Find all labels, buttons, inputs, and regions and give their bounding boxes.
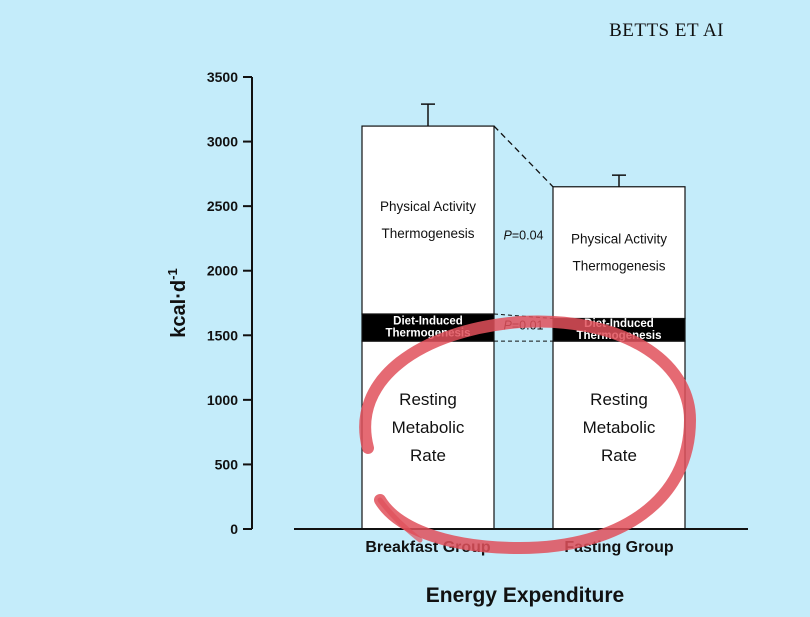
y-axis-title-sup: -1 [165, 268, 180, 280]
highlight-tail [377, 497, 423, 543]
segment-label-resting: Resting Metabolic Rate [583, 390, 656, 465]
y-axis-title-main: kcal·d [168, 280, 190, 338]
connector-dashed [493, 125, 554, 188]
highlight-circle-annotation [359, 315, 697, 555]
y-tick-label: 1500 [207, 327, 238, 343]
segment-label-line: Resting [590, 390, 648, 409]
y-axis-title: kcal·d-1 [165, 268, 190, 337]
y-tick-label: 1000 [207, 392, 238, 408]
bar-segment [552, 186, 686, 320]
y-tick-label: 2500 [207, 198, 238, 214]
segment-label-line: Thermogenesis [572, 259, 665, 274]
segment-label-resting: Resting Metabolic Rate [392, 390, 465, 465]
y-tick-label: 0 [230, 521, 238, 537]
segment-label-line: Metabolic [583, 418, 656, 437]
segment-label-line: Rate [410, 446, 446, 465]
y-tick-label: 500 [215, 456, 239, 472]
bar-segment [361, 125, 495, 315]
segment-label-activity: Physical Activity Thermogenesis [571, 232, 667, 274]
segment-label-line: Thermogenesis [381, 226, 474, 241]
y-tick-label: 2000 [207, 263, 238, 279]
x-axis-title: Energy Expenditure [426, 584, 624, 607]
segment-label-line: Metabolic [392, 418, 465, 437]
y-tick-label: 3000 [207, 134, 238, 150]
segment-label-line: Resting [399, 390, 457, 409]
y-tick-label: 3500 [207, 69, 238, 85]
segment-label-activity: Physical Activity Thermogenesis [380, 199, 476, 241]
header-text: BETTS ET AI [609, 20, 724, 41]
segment-label-line: Physical Activity [571, 232, 667, 247]
p-value-annotation: P=0.04 [504, 229, 544, 243]
p-value-symbol: P [504, 229, 513, 243]
segment-label-line: Diet-Induced [393, 316, 463, 328]
segment-label-line: Rate [601, 446, 637, 465]
p-value-number: =0.04 [512, 229, 544, 243]
segment-label-line: Physical Activity [380, 199, 476, 214]
